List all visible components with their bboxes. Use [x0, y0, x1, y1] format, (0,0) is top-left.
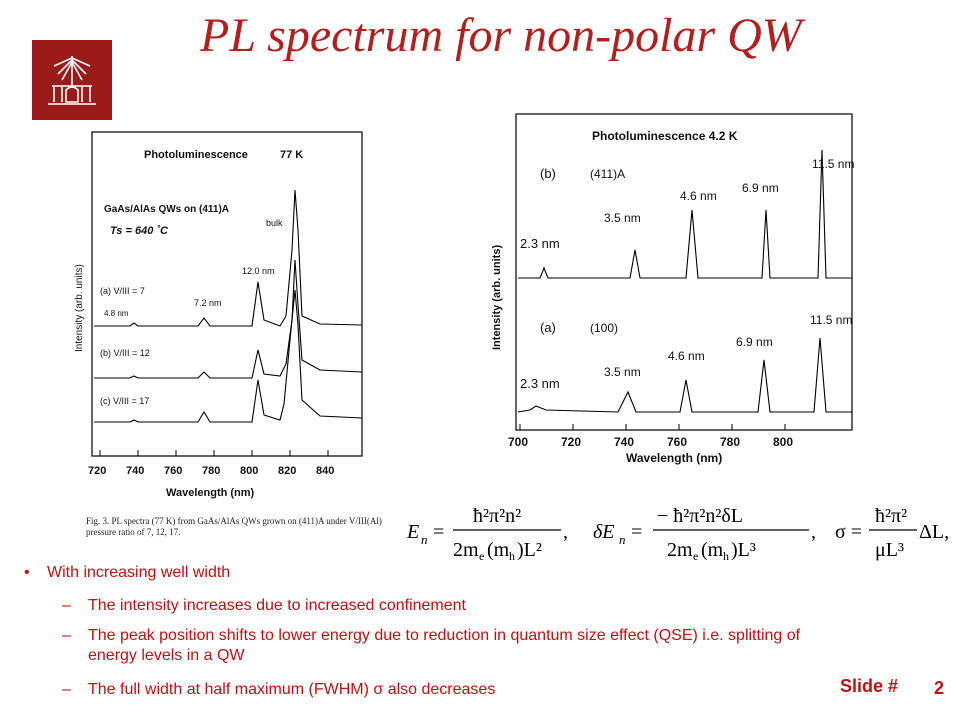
left-xlabel: Wavelength (nm) — [166, 487, 255, 499]
left-xtick-840: 840 — [316, 465, 334, 477]
right-xtick-700: 700 — [508, 435, 528, 449]
svg-text:(m: (m — [487, 539, 510, 561]
left-ylabel: Intensity (arb. units) — [74, 264, 85, 352]
left-ts: Ts = 640 ˚C — [110, 225, 169, 237]
pl-77k-figure: Photoluminescence 77 K GaAs/AlAs QWs on … — [70, 130, 370, 540]
right-trace-b — [518, 149, 852, 279]
right-xtick-780: 780 — [720, 435, 740, 449]
svg-text:E: E — [406, 521, 419, 543]
svg-text:(m: (m — [701, 539, 724, 561]
right-xtick-740: 740 — [614, 435, 634, 449]
svg-text:ħ²π²n²: ħ²π²n² — [473, 505, 521, 527]
slide-number-label: Slide # — [840, 676, 899, 696]
trace-label-c: (c) V/III = 17 — [100, 396, 149, 406]
svg-text:)L³: )L³ — [731, 539, 756, 561]
svg-text:,: , — [563, 521, 568, 543]
left-xtick-800: 800 — [240, 465, 258, 477]
pl-4k-figure: Photoluminescence 4.2 K Intensity (arb. … — [480, 110, 860, 470]
right-b-11-5nm: 11.5 nm — [812, 157, 854, 171]
sub-bullet-2-text: The peak position shifts to lower energy… — [88, 627, 801, 664]
left-xtick-720: 720 — [88, 465, 106, 477]
svg-text:e: e — [479, 549, 484, 563]
sub-bullet-1-text: The intensity increases due to increased… — [88, 597, 466, 614]
right-b-2-3nm: 2.3 nm — [520, 236, 560, 251]
svg-text:μL³: μL³ — [875, 539, 904, 561]
trace-c — [94, 289, 363, 423]
svg-text:− ħ²π²n²δL: − ħ²π²n²δL — [657, 505, 743, 527]
trace-b — [94, 259, 363, 379]
right-xtick-800: 800 — [773, 435, 793, 449]
right-xtick-720: 720 — [561, 435, 581, 449]
svg-text:n: n — [619, 532, 626, 547]
left-header: Photoluminescence — [144, 149, 248, 161]
svg-text:2m: 2m — [453, 539, 479, 561]
right-a-label: (a) — [540, 320, 556, 335]
label-4-8nm: 4.8 nm — [104, 309, 129, 318]
left-xtick-740: 740 — [126, 465, 144, 477]
right-a-2-3nm: 2.3 nm — [520, 376, 560, 391]
bullet-dot: • — [24, 564, 30, 581]
label-12nm: 12.0 nm — [242, 266, 275, 276]
right-a-orient: (100) — [590, 321, 618, 335]
svg-text:,: , — [811, 521, 816, 543]
svg-text:)L²: )L² — [517, 539, 542, 561]
right-a-11-5nm: 11.5 nm — [810, 313, 852, 327]
sub-bullet-3-text: The full width at half maximum (FWHM) σ … — [88, 681, 496, 698]
left-temp: 77 K — [280, 149, 303, 161]
left-plot-frame — [91, 131, 363, 457]
right-a-6-9nm: 6.9 nm — [736, 335, 773, 349]
label-7-2nm: 7.2 nm — [194, 298, 222, 308]
figure-caption: Fig. 3. PL spectra (77 K) from GaAs/AlAs… — [86, 516, 382, 537]
left-sample: GaAs/AlAs QWs on (411)A — [104, 204, 229, 215]
svg-text:=: = — [433, 521, 444, 543]
label-bulk: bulk — [266, 218, 283, 228]
slide-number: 2 — [934, 678, 945, 698]
right-b-3-5nm: 3.5 nm — [604, 211, 641, 225]
svg-text:ħ²π²: ħ²π² — [875, 505, 907, 527]
svg-text:ΔL,: ΔL, — [919, 521, 949, 543]
svg-text:δE: δE — [593, 521, 615, 543]
svg-text:h: h — [509, 549, 515, 563]
bullet-main: With increasing well width — [47, 564, 231, 581]
svg-text:=: = — [631, 521, 642, 543]
right-b-4-6nm: 4.6 nm — [680, 189, 717, 203]
trace-label-b: (b) V/III = 12 — [100, 348, 150, 358]
svg-text:e: e — [693, 549, 698, 563]
slide-title: PL spectrum for non-polar QW — [200, 9, 802, 62]
right-xlabel: Wavelength (nm) — [626, 451, 722, 465]
right-a-3-5nm: 3.5 nm — [604, 365, 641, 379]
trace-a — [94, 189, 363, 327]
left-xtick-820: 820 — [278, 465, 296, 477]
right-a-4-6nm: 4.6 nm — [668, 349, 705, 363]
right-plot-frame — [515, 113, 853, 431]
right-trace-a — [517, 337, 852, 413]
right-b-orient: (411)A — [590, 167, 625, 181]
svg-text:n: n — [421, 532, 428, 547]
right-b-6-9nm: 6.9 nm — [742, 181, 779, 195]
right-ylabel: Intensity (arb. units) — [491, 245, 503, 350]
right-header: Photoluminescence 4.2 K — [592, 129, 738, 143]
svg-text:h: h — [723, 549, 729, 563]
left-xtick-780: 780 — [202, 465, 220, 477]
svg-text:2m: 2m — [667, 539, 693, 561]
university-logo — [32, 40, 112, 120]
left-xtick-760: 760 — [164, 465, 182, 477]
right-b-label: (b) — [540, 166, 556, 181]
trace-label-a: (a) V/III = 7 — [100, 286, 145, 296]
right-xtick-760: 760 — [667, 435, 687, 449]
svg-text:σ =: σ = — [835, 521, 862, 543]
